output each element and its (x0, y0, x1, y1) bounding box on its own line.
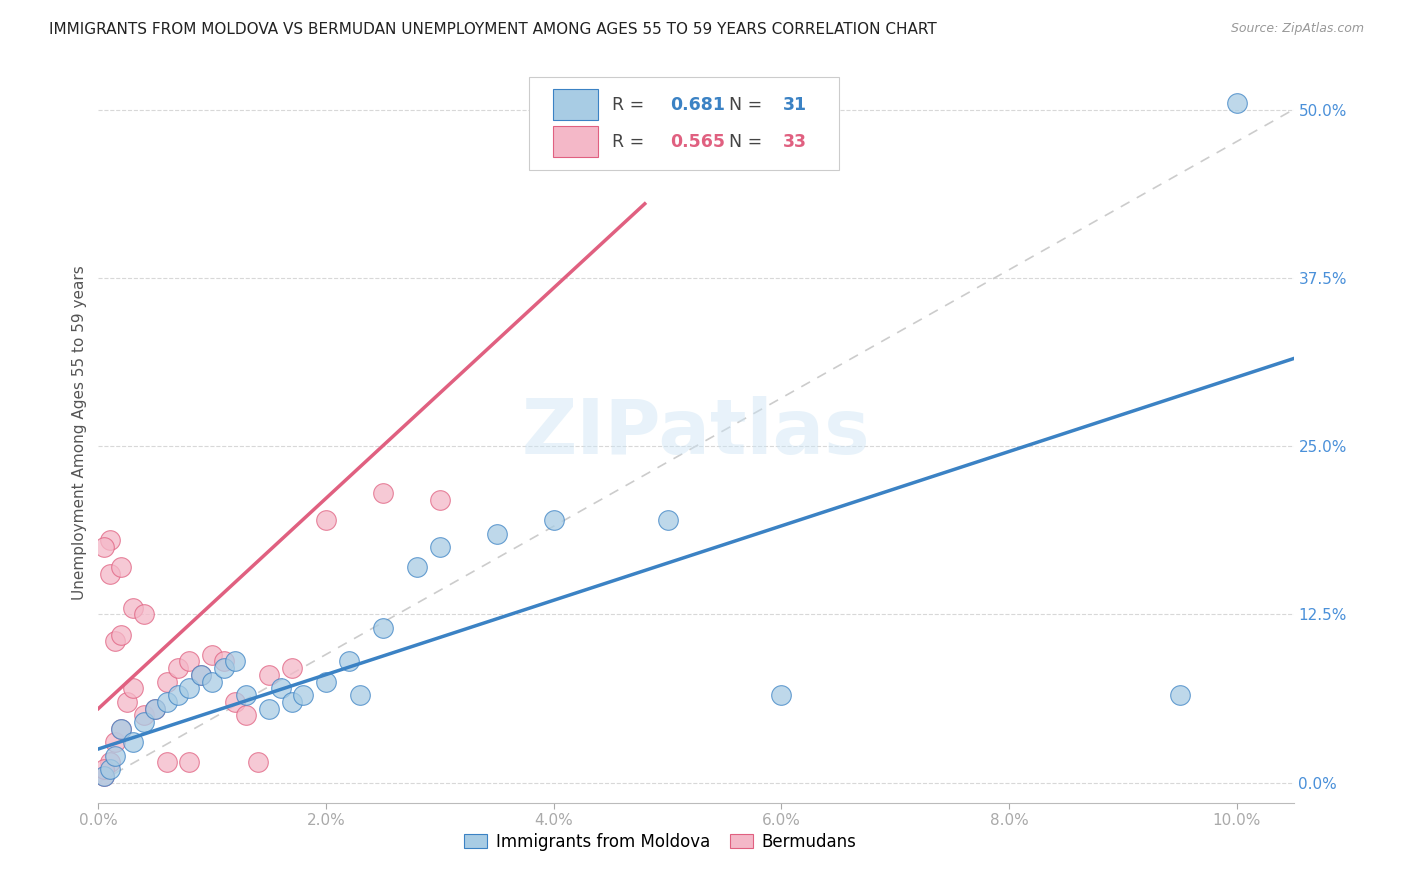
Point (93, 540, 115, 554)
Point (201, 674, 224, 689)
Text: 0.681: 0.681 (669, 95, 724, 113)
Point (212, 661, 235, 675)
Point (770, 688, 793, 702)
Point (485, 526, 508, 541)
Point (93, 769, 115, 783)
Point (224, 655, 246, 669)
Y-axis label: Unemployment Among Ages 55 to 59 years: Unemployment Among Ages 55 to 59 years (72, 265, 87, 600)
Point (93, 762, 115, 776)
Point (98, 756, 121, 770)
Point (179, 655, 201, 669)
Point (98, 533, 121, 548)
Point (257, 701, 280, 715)
Point (429, 540, 451, 554)
Point (104, 735, 127, 749)
Point (406, 560, 429, 574)
Text: R =: R = (613, 133, 650, 151)
Legend: Immigrants from Moldova, Bermudans: Immigrants from Moldova, Bermudans (457, 826, 863, 857)
Bar (553, 89, 598, 120)
Text: N =: N = (730, 133, 768, 151)
Text: IMMIGRANTS FROM MOLDOVA VS BERMUDAN UNEMPLOYMENT AMONG AGES 55 TO 59 YEARS CORRE: IMMIGRANTS FROM MOLDOVA VS BERMUDAN UNEM… (49, 22, 936, 37)
Point (179, 756, 201, 770)
Point (1226, 95, 1249, 110)
Point (132, 714, 155, 729)
Point (115, 695, 138, 709)
Point (104, 748, 127, 763)
Point (270, 681, 292, 696)
Point (235, 688, 257, 702)
Point (281, 661, 304, 675)
Text: 0.565: 0.565 (669, 133, 724, 151)
FancyBboxPatch shape (529, 78, 839, 169)
Point (156, 674, 179, 689)
Point (201, 648, 224, 662)
Point (167, 688, 190, 702)
Point (292, 688, 315, 702)
Point (156, 756, 179, 770)
Point (179, 681, 201, 696)
Text: 31: 31 (783, 95, 807, 113)
Point (212, 655, 235, 669)
Point (315, 513, 337, 527)
Point (98, 762, 121, 776)
Point (315, 674, 337, 689)
Point (337, 655, 360, 669)
Point (143, 701, 166, 715)
Text: N =: N = (730, 95, 768, 113)
Text: 33: 33 (783, 133, 807, 151)
Point (110, 627, 132, 641)
Point (246, 756, 269, 770)
Point (132, 708, 155, 723)
Point (543, 513, 565, 527)
Point (93, 769, 115, 783)
Point (190, 668, 212, 682)
Point (1168, 688, 1191, 702)
Point (235, 708, 257, 723)
Point (156, 695, 179, 709)
Point (224, 695, 246, 709)
Point (190, 668, 212, 682)
Point (132, 607, 155, 622)
Point (281, 695, 304, 709)
Point (110, 722, 132, 736)
Bar (553, 126, 598, 157)
Point (657, 513, 679, 527)
Point (167, 661, 190, 675)
Point (143, 701, 166, 715)
Point (104, 634, 127, 648)
Text: Source: ZipAtlas.com: Source: ZipAtlas.com (1230, 22, 1364, 36)
Point (371, 621, 394, 635)
Text: R =: R = (613, 95, 650, 113)
Point (121, 600, 143, 615)
Point (257, 668, 280, 682)
Point (121, 681, 143, 696)
Point (121, 735, 143, 749)
Text: ZIPatlas: ZIPatlas (522, 396, 870, 469)
Point (429, 492, 451, 507)
Point (110, 560, 132, 574)
Point (110, 722, 132, 736)
Point (98, 566, 121, 581)
Point (349, 688, 371, 702)
Point (371, 486, 394, 500)
